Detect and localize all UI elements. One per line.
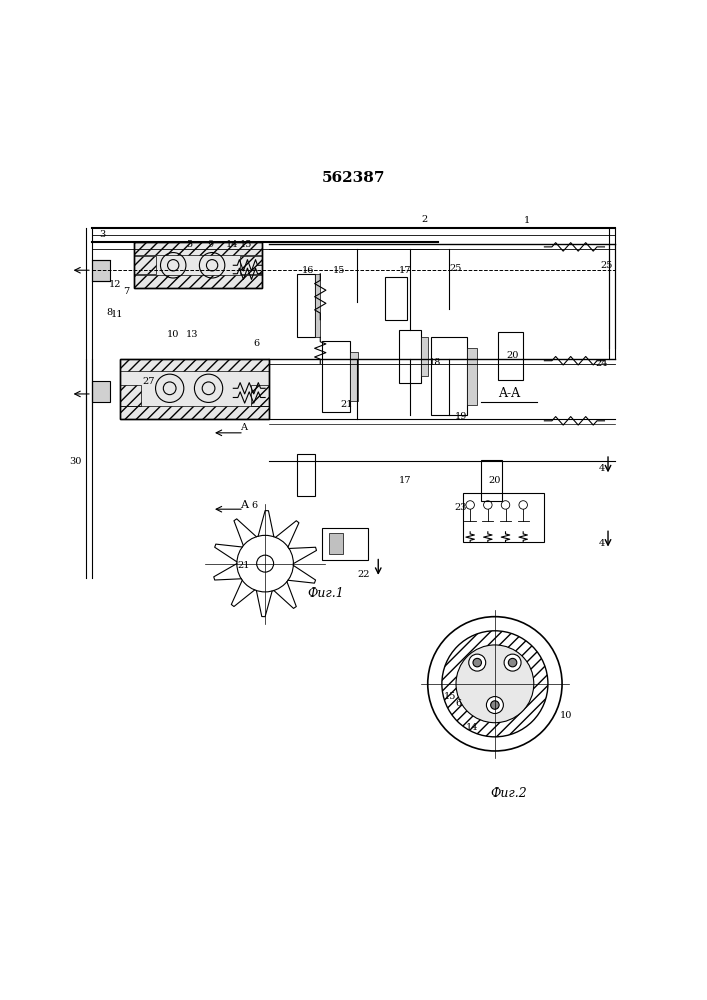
Text: 17: 17 bbox=[399, 476, 411, 485]
Text: 10: 10 bbox=[167, 330, 180, 339]
Text: 21: 21 bbox=[340, 400, 353, 409]
Text: Фиг.2: Фиг.2 bbox=[491, 787, 527, 800]
Text: 8: 8 bbox=[107, 308, 112, 317]
Bar bbox=[467, 348, 477, 405]
Text: 16: 16 bbox=[301, 266, 314, 275]
Bar bbox=[92, 381, 110, 402]
Circle shape bbox=[508, 658, 517, 667]
Circle shape bbox=[469, 654, 486, 671]
Text: 13: 13 bbox=[186, 330, 199, 339]
Text: 18: 18 bbox=[428, 358, 441, 367]
Text: A: A bbox=[240, 500, 248, 510]
Text: 14: 14 bbox=[466, 723, 479, 732]
Text: 27: 27 bbox=[142, 377, 155, 386]
Bar bbox=[481, 460, 502, 501]
Bar bbox=[120, 406, 269, 419]
Text: 11: 11 bbox=[110, 310, 123, 319]
Text: 6: 6 bbox=[252, 501, 257, 510]
Text: 6: 6 bbox=[455, 699, 461, 708]
Bar bbox=[399, 330, 421, 383]
Text: 15: 15 bbox=[444, 692, 457, 701]
Text: 20: 20 bbox=[506, 351, 519, 360]
Bar bbox=[498, 332, 523, 380]
Bar bbox=[134, 256, 156, 274]
Bar bbox=[134, 242, 262, 255]
Bar bbox=[315, 274, 320, 337]
Text: 7: 7 bbox=[123, 287, 129, 296]
Text: 23: 23 bbox=[454, 503, 467, 512]
Text: 21: 21 bbox=[238, 561, 250, 570]
Text: 14: 14 bbox=[226, 240, 238, 249]
Bar bbox=[120, 359, 269, 419]
Bar bbox=[134, 242, 262, 288]
Text: 15: 15 bbox=[240, 240, 252, 249]
Text: 5: 5 bbox=[187, 240, 192, 249]
Text: 19: 19 bbox=[455, 412, 467, 421]
Bar bbox=[297, 274, 315, 337]
Text: 22: 22 bbox=[358, 570, 370, 579]
Bar bbox=[240, 256, 262, 274]
Bar bbox=[120, 359, 269, 371]
Text: 17: 17 bbox=[399, 266, 411, 275]
Text: 25: 25 bbox=[450, 264, 462, 273]
Text: 4: 4 bbox=[599, 539, 604, 548]
Circle shape bbox=[491, 701, 499, 709]
Text: Фиг.1: Фиг.1 bbox=[307, 587, 344, 600]
Text: 24: 24 bbox=[595, 359, 608, 368]
Bar bbox=[431, 337, 467, 415]
Text: 30: 30 bbox=[69, 457, 82, 466]
Text: 10: 10 bbox=[559, 711, 572, 720]
Bar bbox=[421, 337, 428, 376]
Bar bbox=[297, 454, 315, 496]
Bar bbox=[322, 341, 350, 412]
Circle shape bbox=[504, 654, 521, 671]
Text: A-A: A-A bbox=[498, 387, 520, 400]
Text: 2: 2 bbox=[421, 215, 427, 224]
Bar bbox=[120, 359, 269, 419]
Bar bbox=[385, 277, 407, 320]
Text: 12: 12 bbox=[109, 280, 122, 289]
Bar bbox=[251, 385, 269, 406]
Text: 15: 15 bbox=[333, 266, 346, 275]
Bar bbox=[463, 493, 544, 542]
Bar bbox=[134, 275, 262, 288]
Circle shape bbox=[486, 697, 503, 714]
Text: 9: 9 bbox=[208, 240, 214, 249]
Text: 1: 1 bbox=[524, 216, 530, 225]
Bar bbox=[134, 242, 262, 288]
Text: 4: 4 bbox=[599, 464, 604, 473]
Bar bbox=[92, 260, 110, 281]
Circle shape bbox=[456, 645, 534, 723]
Bar bbox=[322, 528, 368, 560]
Text: 3: 3 bbox=[100, 230, 105, 239]
Text: 25: 25 bbox=[600, 261, 613, 270]
Bar bbox=[329, 533, 343, 554]
Circle shape bbox=[473, 658, 481, 667]
Text: 20: 20 bbox=[489, 476, 501, 485]
Text: 6: 6 bbox=[254, 339, 259, 348]
Bar bbox=[120, 385, 141, 406]
Text: 562387: 562387 bbox=[322, 171, 385, 185]
Text: A: A bbox=[240, 423, 247, 432]
Bar bbox=[350, 352, 358, 401]
